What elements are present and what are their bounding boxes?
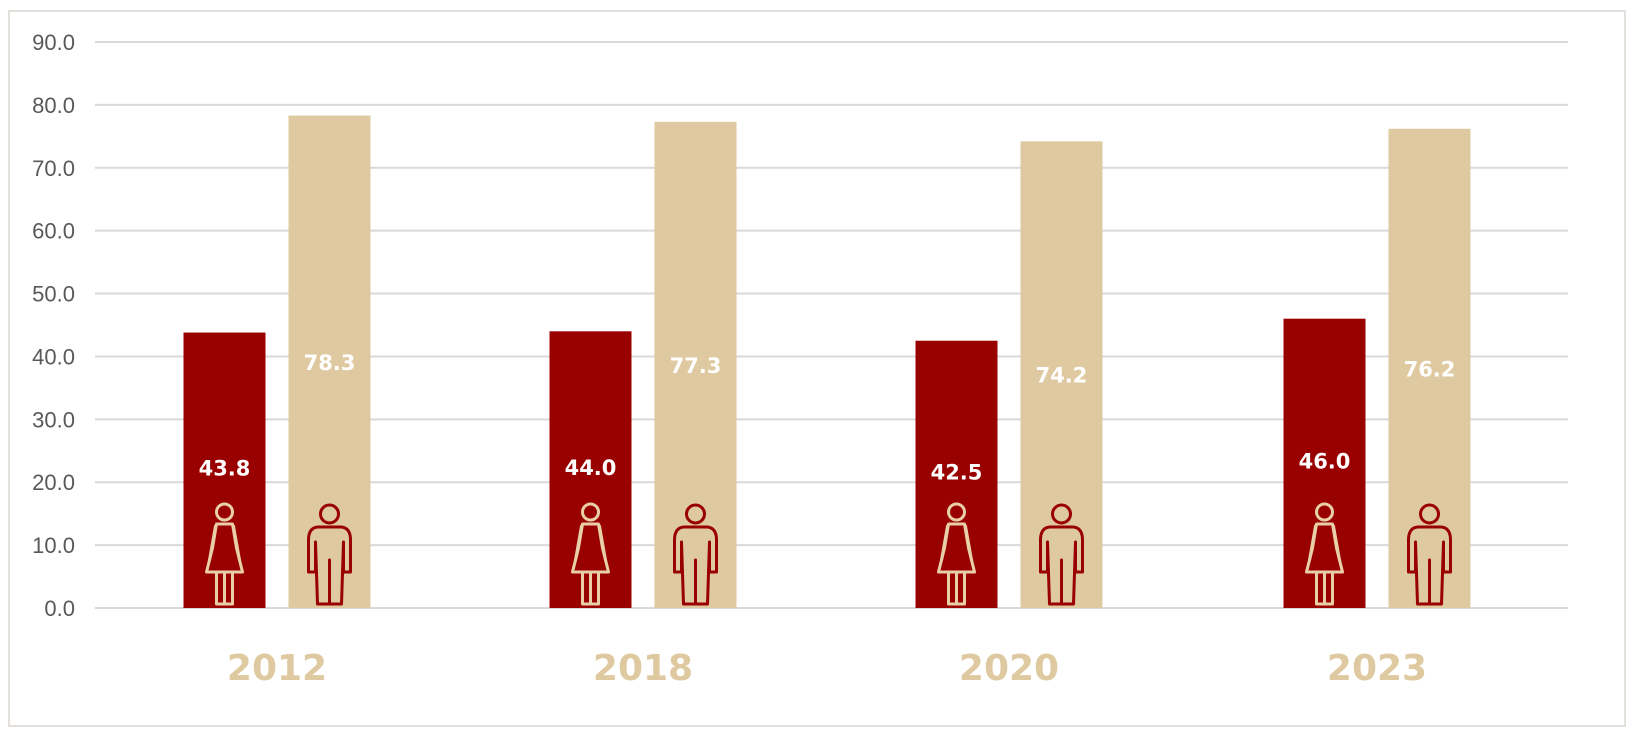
female-person-icon: [571, 502, 610, 606]
value-label-male-2018: 77.3: [670, 354, 722, 378]
value-label-male-2012: 78.3: [304, 351, 356, 375]
y-tick-label: 20.0: [32, 470, 75, 495]
value-label-female-2020: 42.5: [931, 461, 983, 485]
y-tick-label: 30.0: [32, 407, 75, 432]
bar-male-2020: [1020, 141, 1103, 608]
male-person-icon: [1039, 503, 1084, 606]
male-person-icon: [1407, 503, 1452, 606]
male-person-icon: [307, 503, 352, 606]
x-axis-categories: 2012 2018 2020 2023: [227, 648, 1427, 689]
value-label-male-2020: 74.2: [1036, 364, 1088, 388]
value-label-male-2023: 76.2: [1404, 357, 1456, 381]
value-label-female-2023: 46.0: [1299, 449, 1351, 473]
female-person-icon: [1305, 502, 1344, 606]
y-tick-label: 70.0: [32, 156, 75, 181]
bar-female-2020: [915, 340, 998, 608]
female-person-icon: [937, 502, 976, 606]
female-person-icon: [205, 502, 244, 606]
value-label-female-2012: 43.8: [199, 457, 251, 481]
y-tick-label: 60.0: [32, 219, 75, 244]
category-label-2023: 2023: [1327, 648, 1427, 689]
male-person-icon: [673, 503, 718, 606]
bars: [183, 115, 1471, 608]
y-tick-label: 90.0: [32, 30, 75, 55]
y-tick-label: 80.0: [32, 93, 75, 118]
value-labels: 43.8 78.3 44.0 77.3 42.5 74.2 46.0 76.2: [199, 351, 1456, 485]
bar-female-2018: [549, 331, 632, 608]
y-tick-label: 50.0: [32, 282, 75, 307]
category-label-2018: 2018: [593, 648, 693, 689]
bar-female-2023: [1283, 318, 1366, 608]
category-label-2020: 2020: [959, 648, 1059, 689]
y-tick-label: 10.0: [32, 533, 75, 558]
y-tick-label: 40.0: [32, 344, 75, 369]
bar-female-2012: [183, 332, 266, 608]
person-icons: [205, 502, 1452, 606]
category-label-2012: 2012: [227, 648, 327, 689]
value-label-female-2018: 44.0: [565, 456, 617, 480]
y-tick-label: 0.0: [44, 596, 75, 621]
y-axis-ticks: 0.0 10.0 20.0 30.0 40.0 50.0 60.0 70.0 80.0 90.0: [32, 30, 75, 621]
